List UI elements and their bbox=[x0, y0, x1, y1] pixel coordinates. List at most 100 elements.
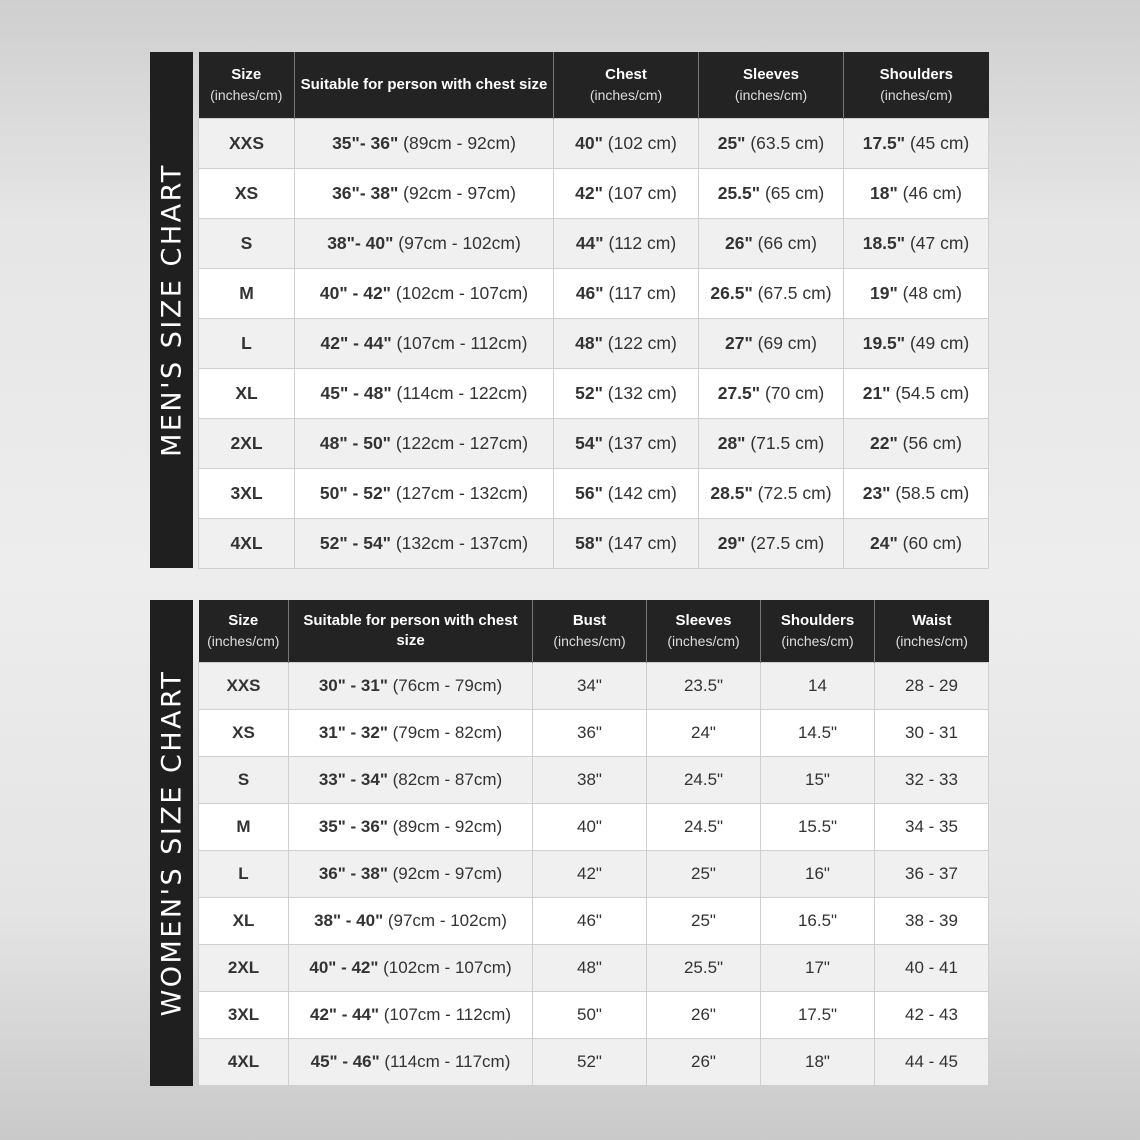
measurement-cell: 18.5" (47 cm) bbox=[843, 217, 989, 269]
women-column-header: Sleeves (inches/cm) bbox=[646, 600, 761, 662]
cm-value: (54.5 cm) bbox=[890, 382, 970, 403]
column-header-label: Chest bbox=[605, 65, 647, 83]
measurement-cell: 25" bbox=[646, 849, 761, 898]
inches-value: 56" bbox=[575, 482, 603, 503]
measurement-cell: 42" - 44" (107cm - 112cm) bbox=[294, 317, 554, 369]
cm-value: (45 cm) bbox=[905, 132, 970, 153]
women-table-row: XXS 30" - 31" (76cm - 79cm) 34" 23.5" 14 28 -… bbox=[198, 661, 989, 710]
size-cell: 4XL bbox=[198, 517, 295, 569]
measurement-cell: 30" - 31" (76cm - 79cm) bbox=[288, 661, 533, 710]
measurement-cell: 15" bbox=[760, 755, 875, 804]
inches-value: 48" - 50" bbox=[319, 432, 391, 453]
inches-value: 25.5" bbox=[717, 182, 761, 203]
measurement-cell: 24" (60 cm) bbox=[843, 517, 989, 569]
column-header-unit: (inches/cm) bbox=[781, 632, 854, 649]
cm-value: (114cm - 117cm) bbox=[379, 1052, 511, 1072]
women-size-table: Size (inches/cm) Suitable for person with … bbox=[198, 600, 989, 1087]
column-header-unit: (inches/cm) bbox=[589, 86, 663, 103]
men-column-header: Size (inches/cm) bbox=[198, 52, 295, 118]
measurement-cell: 36 - 37 bbox=[874, 849, 989, 898]
men-column-header: Chest (inches/cm) bbox=[553, 52, 699, 118]
column-header-unit: (inches/cm) bbox=[895, 632, 968, 649]
inches-value: 36" - 38" bbox=[318, 863, 388, 883]
inches-value: 54" bbox=[575, 432, 603, 453]
measurement-cell: 31" - 32" (79cm - 82cm) bbox=[288, 708, 533, 757]
cm-value: (27.5 cm) bbox=[745, 532, 825, 553]
measurement-cell: 44 - 45 bbox=[874, 1038, 989, 1087]
inches-value: 58" bbox=[575, 532, 603, 553]
cm-value: (92cm - 97cm) bbox=[398, 182, 516, 203]
size-cell: 3XL bbox=[198, 991, 289, 1040]
measurement-cell: 34" bbox=[532, 661, 647, 710]
inches-value: 19.5" bbox=[862, 332, 906, 353]
measurement-cell: 18" (46 cm) bbox=[843, 167, 989, 219]
size-cell: 2XL bbox=[198, 417, 295, 469]
inches-value: 35"- 36" bbox=[332, 132, 399, 153]
size-cell: L bbox=[198, 317, 295, 369]
measurement-cell: 40" (102 cm) bbox=[553, 117, 699, 169]
women-column-header: Suitable for person with chest size bbox=[288, 600, 533, 662]
inches-value: 52" bbox=[575, 382, 603, 403]
men-table-row: L 42" - 44" (107cm - 112cm) 48" (122 cm) 27… bbox=[198, 317, 989, 369]
cm-value: (132cm - 137cm) bbox=[390, 532, 529, 553]
inches-value: 35" - 36" bbox=[318, 816, 388, 836]
men-table-row: S 38"- 40" (97cm - 102cm) 44" (112 cm) 26" … bbox=[198, 217, 989, 269]
measurement-cell: 45" - 46" (114cm - 117cm) bbox=[288, 1038, 533, 1087]
measurement-cell: 17.5" bbox=[760, 991, 875, 1040]
measurement-cell: 50" - 52" (127cm - 132cm) bbox=[294, 467, 554, 519]
cm-value: (97cm - 102cm) bbox=[383, 911, 507, 931]
measurement-cell: 24.5" bbox=[646, 755, 761, 804]
inches-value: 44" bbox=[575, 232, 604, 253]
size-cell: XXS bbox=[198, 117, 295, 169]
women-column-header: Size (inches/cm) bbox=[198, 600, 289, 662]
men-size-table: Size (inches/cm) Suitable for person with … bbox=[198, 52, 989, 569]
measurement-cell: 21" (54.5 cm) bbox=[843, 367, 989, 419]
measurement-cell: 52" - 54" (132cm - 137cm) bbox=[294, 517, 554, 569]
measurement-cell: 24.5" bbox=[646, 802, 761, 851]
measurement-cell: 33" - 34" (82cm - 87cm) bbox=[288, 755, 533, 804]
measurement-cell: 22" (56 cm) bbox=[843, 417, 989, 469]
women-table-row: 2XL 40" - 42" (102cm - 107cm) 48" 25.5" 17" 4… bbox=[198, 944, 989, 993]
women-table-row: S 33" - 34" (82cm - 87cm) 38" 24.5" 15" 32 - … bbox=[198, 755, 989, 804]
cm-value: (69 cm) bbox=[752, 332, 817, 353]
men-size-chart-title-bar: MEN'S SIZE CHART bbox=[150, 52, 193, 568]
measurement-cell: 48" - 50" (122cm - 127cm) bbox=[294, 417, 554, 469]
inches-value: 27" bbox=[725, 332, 753, 353]
cm-value: (112 cm) bbox=[603, 232, 677, 253]
measurement-cell: 40 - 41 bbox=[874, 944, 989, 993]
measurement-cell: 19.5" (49 cm) bbox=[843, 317, 989, 369]
inches-value: 36"- 38" bbox=[332, 182, 399, 203]
inches-value: 26" bbox=[725, 232, 753, 253]
cm-value: (102cm - 107cm) bbox=[390, 282, 529, 303]
measurement-cell: 32 - 33 bbox=[874, 755, 989, 804]
cm-value: (89cm - 92cm) bbox=[398, 132, 516, 153]
women-column-header: Bust (inches/cm) bbox=[532, 600, 647, 662]
women-table-row: XL 38" - 40" (97cm - 102cm) 46" 25" 16.5" 38 … bbox=[198, 896, 989, 946]
measurement-cell: 38" bbox=[532, 755, 647, 804]
men-table-row: XL 45" - 48" (114cm - 122cm) 52" (132 cm) 2… bbox=[198, 367, 989, 419]
cm-value: (107 cm) bbox=[602, 182, 677, 203]
column-header-label: Waist bbox=[912, 611, 952, 629]
women-size-chart-title: WOMEN'S SIZE CHART bbox=[156, 669, 187, 1017]
measurement-cell: 26" (66 cm) bbox=[698, 217, 844, 269]
women-table-row: 4XL 45" - 46" (114cm - 117cm) 52" 26" 18" 44 … bbox=[198, 1038, 989, 1087]
column-header-label: Sleeves bbox=[743, 65, 799, 83]
inches-value: 46" bbox=[575, 282, 604, 303]
measurement-cell: 25.5" (65 cm) bbox=[698, 167, 844, 219]
men-table-row: 2XL 48" - 50" (122cm - 127cm) 54" (137 cm)… bbox=[198, 417, 989, 469]
column-header-label: Suitable for person with chest size bbox=[300, 75, 548, 93]
measurement-cell: 54" (137 cm) bbox=[553, 417, 699, 469]
inches-value: 28.5" bbox=[710, 482, 753, 503]
inches-value: 38" - 40" bbox=[314, 911, 384, 931]
measurement-cell: 45" - 48" (114cm - 122cm) bbox=[294, 367, 554, 419]
cm-value: (79cm - 82cm) bbox=[387, 722, 503, 742]
cm-value: (114cm - 122cm) bbox=[391, 382, 528, 403]
women-table-row: M 35" - 36" (89cm - 92cm) 40" 24.5" 15.5" 34 … bbox=[198, 802, 989, 851]
measurement-cell: 19" (48 cm) bbox=[843, 267, 989, 319]
men-column-header: Sleeves (inches/cm) bbox=[698, 52, 844, 118]
women-table-row: L 36" - 38" (92cm - 97cm) 42" 25" 16" 36 - 37 bbox=[198, 849, 989, 898]
inches-value: 22" bbox=[870, 432, 898, 453]
measurement-cell: 26.5" (67.5 cm) bbox=[698, 267, 844, 319]
measurement-cell: 42" (107 cm) bbox=[553, 167, 699, 219]
measurement-cell: 52" (132 cm) bbox=[553, 367, 699, 419]
